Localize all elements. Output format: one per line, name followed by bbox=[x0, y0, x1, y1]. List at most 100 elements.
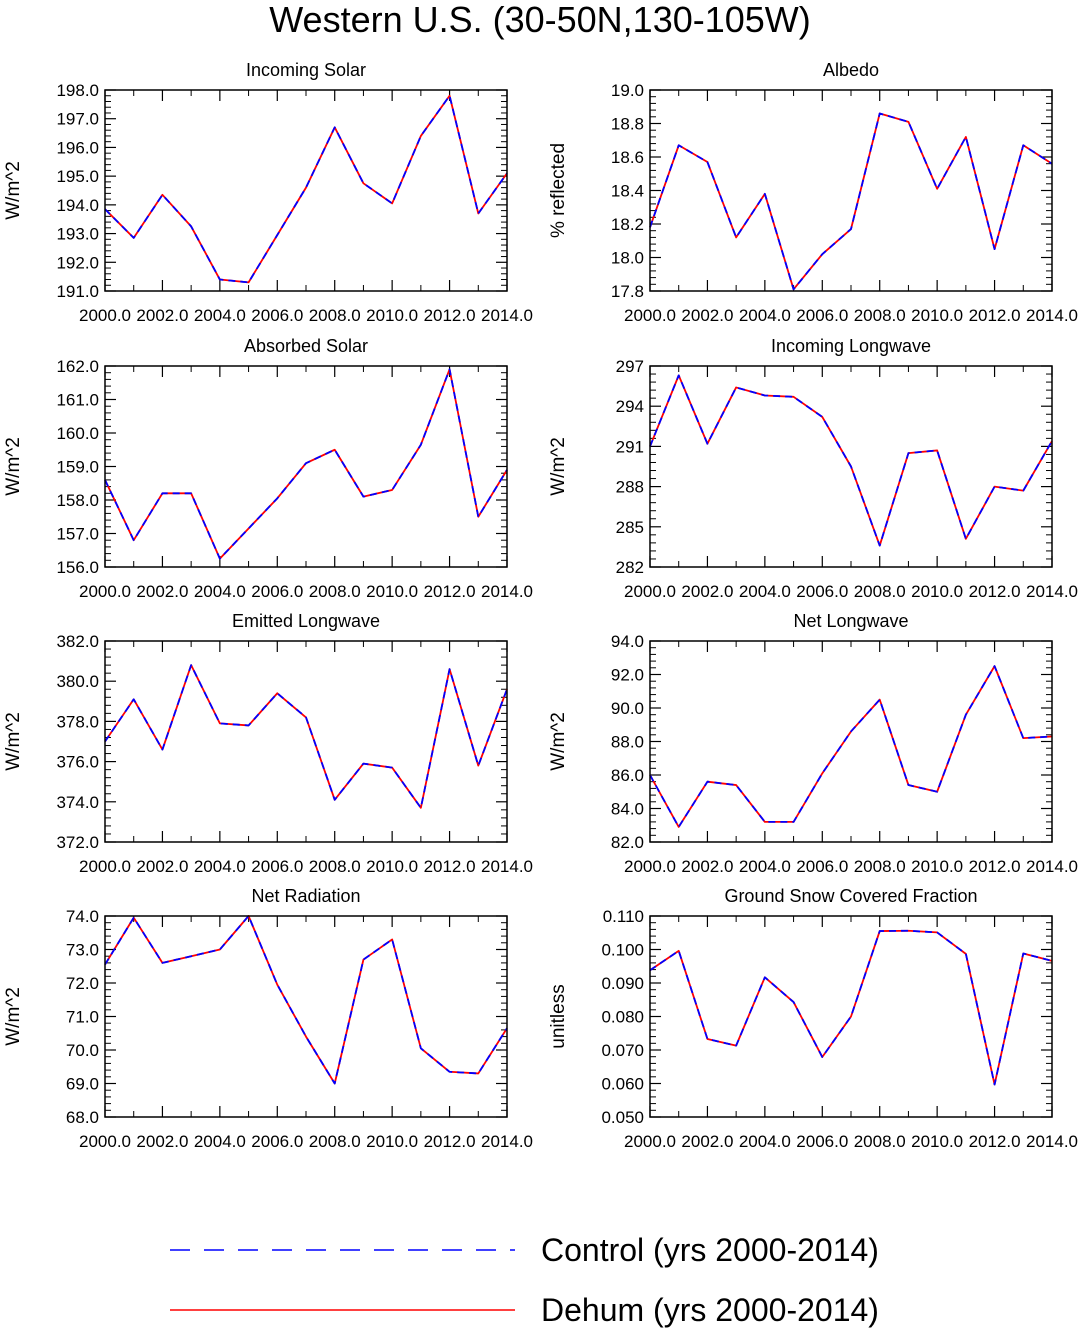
x-tick-label: 2014.0 bbox=[481, 857, 533, 876]
x-tick-label: 2014.0 bbox=[481, 582, 533, 601]
x-tick-label: 2002.0 bbox=[136, 1132, 188, 1151]
series-line-control bbox=[649, 929, 1053, 1086]
x-tick-label: 2004.0 bbox=[194, 306, 246, 325]
plot-frame bbox=[104, 89, 508, 292]
x-tick-label: 2012.0 bbox=[969, 306, 1021, 325]
x-tick-label: 2010.0 bbox=[911, 857, 963, 876]
x-tick-label: 2002.0 bbox=[136, 857, 188, 876]
series-line-control bbox=[104, 368, 508, 560]
chart-title: Incoming Solar bbox=[246, 60, 366, 80]
y-tick-label: 162.0 bbox=[56, 357, 99, 376]
y-tick-label: 194.0 bbox=[56, 196, 99, 215]
figure-title: Western U.S. (30-50N,130-105W) bbox=[269, 0, 811, 40]
plot-frame bbox=[104, 915, 508, 1118]
y-tick-label: 193.0 bbox=[56, 225, 99, 244]
plot-frame bbox=[649, 915, 1053, 1118]
y-tick-label: 161.0 bbox=[56, 391, 99, 410]
series-line-dehum bbox=[649, 374, 1053, 547]
y-tick-label: 18.0 bbox=[611, 249, 644, 268]
y-tick-label: 159.0 bbox=[56, 458, 99, 477]
x-tick-label: 2012.0 bbox=[424, 857, 476, 876]
y-tick-label: 158.0 bbox=[56, 491, 99, 510]
y-axis-label: % reflected bbox=[548, 143, 569, 238]
x-tick-label: 2012.0 bbox=[424, 582, 476, 601]
y-tick-label: 0.110 bbox=[603, 907, 644, 926]
series-line-control bbox=[649, 665, 1053, 828]
x-tick-label: 2012.0 bbox=[969, 857, 1021, 876]
chart-title: Albedo bbox=[823, 60, 879, 80]
chart-title: Emitted Longwave bbox=[232, 611, 380, 631]
y-axis-label: unitless bbox=[548, 984, 569, 1048]
y-tick-label: 191.0 bbox=[56, 282, 99, 301]
chart-panel-6: Net Longwave W/m^2 82.0 84.0 86.0 88.0 90.0 92.… bbox=[548, 611, 1078, 876]
chart-panel-7: Net Radiation W/m^2 68.0 69.0 70.0 71.0 72.0 73… bbox=[3, 886, 533, 1151]
x-tick-label: 2004.0 bbox=[739, 1132, 791, 1151]
x-tick-label: 2004.0 bbox=[739, 857, 791, 876]
y-tick-label: 372.0 bbox=[56, 833, 99, 852]
x-tick-label: 2008.0 bbox=[854, 582, 906, 601]
y-tick-label: 380.0 bbox=[56, 672, 99, 691]
chart-panel-1: Incoming Solar W/m^2 191.0 192.0 193.0 194.0 1… bbox=[3, 60, 533, 325]
x-tick-label: 2010.0 bbox=[911, 306, 963, 325]
y-tick-label: 84.0 bbox=[611, 800, 644, 819]
y-axis-label: W/m^2 bbox=[548, 437, 569, 496]
y-axis-label: W/m^2 bbox=[548, 712, 569, 771]
x-tick-label: 2014.0 bbox=[1026, 582, 1078, 601]
x-tick-label: 2004.0 bbox=[739, 306, 791, 325]
chart-panel-4: Incoming Longwave W/m^2 282 285 288 291 294 297… bbox=[548, 336, 1078, 601]
series-line-control bbox=[104, 915, 508, 1085]
legend-label-control: Control (yrs 2000-2014) bbox=[541, 1232, 879, 1268]
series-line-dehum bbox=[649, 929, 1053, 1086]
x-tick-label: 2006.0 bbox=[251, 857, 303, 876]
y-tick-label: 282 bbox=[616, 558, 644, 577]
x-tick-label: 2010.0 bbox=[911, 1132, 963, 1151]
x-tick-label: 2010.0 bbox=[366, 306, 418, 325]
y-tick-label: 0.060 bbox=[601, 1075, 644, 1094]
y-tick-label: 0.100 bbox=[601, 941, 644, 960]
x-tick-label: 2008.0 bbox=[309, 306, 361, 325]
chart-title: Net Radiation bbox=[251, 886, 360, 906]
y-tick-label: 71.0 bbox=[66, 1008, 99, 1027]
y-tick-label: 288 bbox=[616, 478, 644, 497]
x-tick-label: 2008.0 bbox=[854, 1132, 906, 1151]
y-tick-label: 90.0 bbox=[611, 699, 644, 718]
y-tick-label: 74.0 bbox=[66, 907, 99, 926]
x-tick-label: 2008.0 bbox=[309, 582, 361, 601]
y-tick-label: 156.0 bbox=[56, 558, 99, 577]
x-tick-label: 2012.0 bbox=[424, 306, 476, 325]
x-tick-label: 2006.0 bbox=[796, 1132, 848, 1151]
y-tick-label: 18.8 bbox=[611, 115, 644, 134]
plot-frame bbox=[104, 640, 508, 843]
x-tick-label: 2008.0 bbox=[854, 857, 906, 876]
x-tick-label: 2012.0 bbox=[969, 582, 1021, 601]
y-tick-label: 86.0 bbox=[611, 766, 644, 785]
chart-panel-3: Absorbed Solar W/m^2 156.0 157.0 158.0 159.0 1… bbox=[3, 336, 533, 601]
series-line-dehum bbox=[649, 112, 1053, 291]
x-tick-label: 2002.0 bbox=[681, 1132, 733, 1151]
y-tick-label: 88.0 bbox=[611, 733, 644, 752]
y-axis-label: W/m^2 bbox=[3, 987, 24, 1046]
x-tick-label: 2002.0 bbox=[681, 857, 733, 876]
x-tick-label: 2006.0 bbox=[796, 306, 848, 325]
chart-panel-8: Ground Snow Covered Fraction unitless 0.05… bbox=[548, 886, 1078, 1151]
x-tick-label: 2010.0 bbox=[366, 1132, 418, 1151]
series-line-dehum bbox=[649, 665, 1053, 828]
x-tick-label: 2000.0 bbox=[79, 1132, 131, 1151]
series-line-control bbox=[649, 374, 1053, 547]
y-tick-label: 374.0 bbox=[56, 793, 99, 812]
x-tick-label: 2012.0 bbox=[424, 1132, 476, 1151]
series-line-dehum bbox=[104, 94, 508, 284]
series-line-control bbox=[104, 94, 508, 284]
plot-frame bbox=[649, 365, 1053, 568]
y-tick-label: 196.0 bbox=[56, 138, 99, 157]
chart-title: Incoming Longwave bbox=[771, 336, 931, 356]
y-tick-label: 192.0 bbox=[56, 253, 99, 272]
y-tick-label: 18.6 bbox=[611, 148, 644, 167]
x-tick-label: 2010.0 bbox=[366, 582, 418, 601]
series-line-control bbox=[104, 664, 508, 809]
x-tick-label: 2004.0 bbox=[194, 1132, 246, 1151]
series-line-control bbox=[649, 112, 1053, 291]
y-tick-label: 94.0 bbox=[611, 632, 644, 651]
y-axis-label: W/m^2 bbox=[3, 161, 24, 220]
